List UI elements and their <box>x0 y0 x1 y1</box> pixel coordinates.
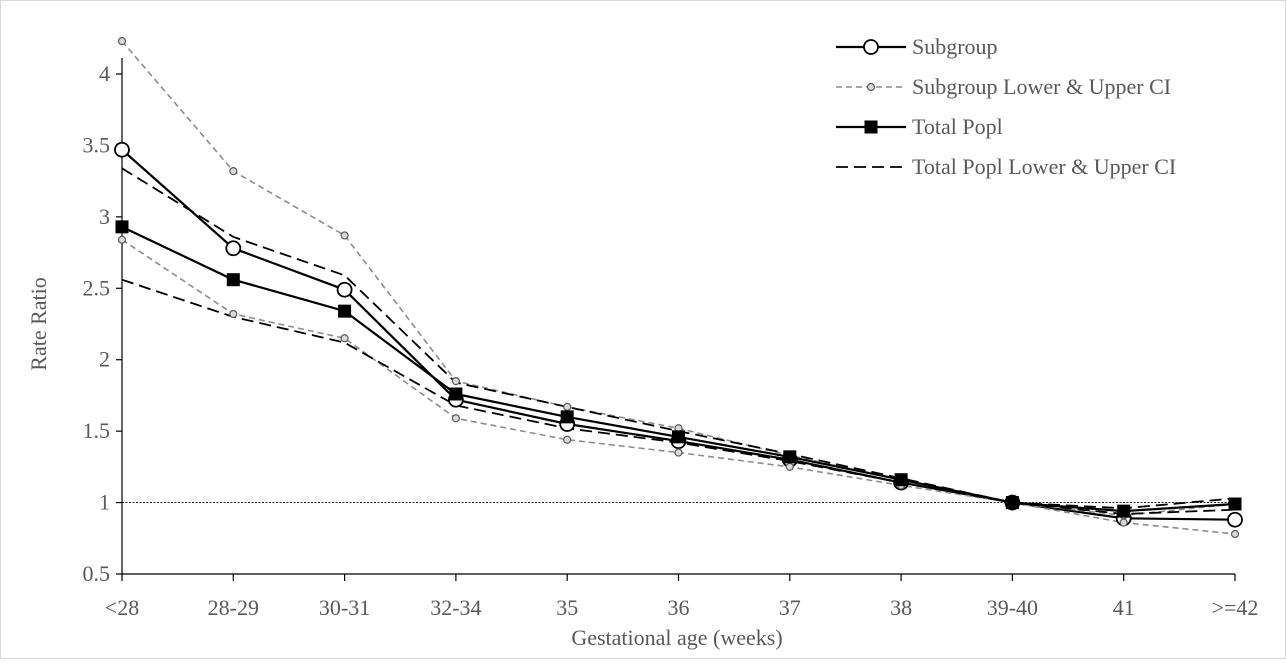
data-point-total-popl <box>560 410 574 424</box>
data-point-total-popl <box>338 304 352 318</box>
legend-label: Subgroup Lower & Upper CI <box>912 74 1171 99</box>
data-point-total-popl <box>1117 504 1131 518</box>
data-point-total-popl <box>894 473 908 487</box>
data-point-total-popl <box>226 273 240 287</box>
legend-swatch-marker <box>863 39 879 55</box>
x-tick-label: 37 <box>779 595 801 620</box>
y-tick-label: 1 <box>99 490 110 515</box>
data-point-subgroup-lower-ci <box>229 309 238 319</box>
data-point-subgroup-lower-ci <box>117 235 127 244</box>
data-point-subgroup-upper-ci <box>340 231 349 240</box>
x-tick-label: >=42 <box>1212 595 1259 620</box>
legend-label: Subgroup <box>912 34 998 59</box>
x-tick-label: 41 <box>1113 595 1135 620</box>
y-tick-label: 4 <box>99 61 110 86</box>
y-tick-label: 3.5 <box>83 132 111 157</box>
data-point-subgroup-lower-ci <box>563 435 572 444</box>
data-point-total-popl <box>783 450 797 464</box>
data-point-subgroup-upper-ci <box>229 167 238 176</box>
data-point-subgroup-upper-ci <box>117 37 127 46</box>
x-tick-label: 38 <box>890 595 912 620</box>
x-tick-label: 32-34 <box>430 595 481 620</box>
y-tick-label: 0.5 <box>83 561 111 586</box>
data-point-subgroup-lower-ci <box>1230 529 1240 539</box>
data-point-total-popl <box>672 430 685 444</box>
data-point-subgroup-lower-ci <box>451 414 460 423</box>
data-point-total-popl <box>1005 496 1019 510</box>
data-point-subgroup-lower-ci <box>785 462 794 471</box>
data-point-subgroup-lower-ci <box>340 334 349 343</box>
data-point-subgroup-upper-ci <box>451 377 460 386</box>
data-point-subgroup <box>1227 511 1243 528</box>
x-tick-label: <28 <box>105 595 139 620</box>
legend-label: Total Popl <box>912 114 1003 139</box>
data-point-subgroup-lower-ci <box>674 448 683 457</box>
y-tick-label: 1.5 <box>83 418 111 443</box>
legend-swatch-marker <box>866 82 876 92</box>
y-tick-label: 2 <box>99 347 110 372</box>
data-point-subgroup <box>336 281 353 298</box>
legend-swatch-marker <box>864 120 878 134</box>
data-point-subgroup-upper-ci <box>563 402 572 411</box>
data-point-subgroup-lower-ci <box>1119 518 1128 527</box>
x-tick-label: 35 <box>556 595 578 620</box>
x-tick-label: 36 <box>668 595 690 620</box>
data-point-subgroup <box>225 240 242 257</box>
data-point-total-popl <box>115 220 129 234</box>
legend-label: Total Popl Lower & Upper CI <box>912 154 1176 179</box>
y-tick-label: 3 <box>99 204 110 229</box>
data-point-total-popl <box>449 387 463 401</box>
x-axis-title: Gestational age (weeks) <box>571 625 782 650</box>
y-tick-label: 2.5 <box>83 275 111 300</box>
x-tick-label: 28-29 <box>208 595 259 620</box>
data-point-total-popl <box>1228 497 1242 511</box>
x-tick-label: 39-40 <box>987 595 1038 620</box>
y-axis-title: Rate Ratio <box>26 277 51 370</box>
data-point-subgroup <box>114 141 130 158</box>
x-tick-label: 30-31 <box>319 595 370 620</box>
